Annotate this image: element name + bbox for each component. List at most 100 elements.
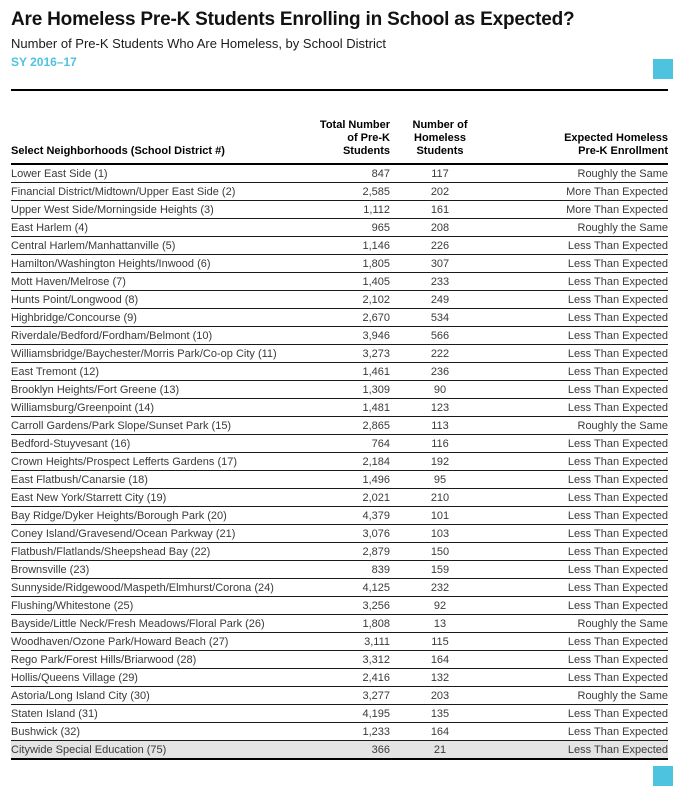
total-students-cell: 1,405 xyxy=(311,272,390,291)
table-row: Bayside/Little Neck/Fresh Meadows/Floral… xyxy=(11,614,668,633)
expected-enrollment-cell: Less Than Expected xyxy=(490,542,668,561)
homeless-students-cell: 566 xyxy=(390,326,490,345)
total-students-cell: 1,112 xyxy=(311,200,390,219)
total-students-cell: 1,808 xyxy=(311,614,390,633)
table-row: Mott Haven/Melrose (7) 1,405 233 Less Th… xyxy=(11,272,668,291)
table-row: Citywide Special Education (75) 366 21 L… xyxy=(11,740,668,760)
table-row: Coney Island/Gravesend/Ocean Parkway (21… xyxy=(11,524,668,543)
neighborhood-cell: Coney Island/Gravesend/Ocean Parkway (21… xyxy=(11,524,311,543)
expected-enrollment-cell: Less Than Expected xyxy=(490,308,668,327)
total-students-cell: 3,277 xyxy=(311,686,390,705)
neighborhood-cell: Hunts Point/Longwood (8) xyxy=(11,290,311,309)
accent-square-top xyxy=(653,59,673,79)
total-students-cell: 2,670 xyxy=(311,308,390,327)
total-students-cell: 2,585 xyxy=(311,182,390,201)
expected-enrollment-cell: Less Than Expected xyxy=(490,506,668,525)
homeless-students-cell: 233 xyxy=(390,272,490,291)
col-header-homeless-students: Number of Homeless Students xyxy=(390,119,490,165)
homeless-students-cell: 101 xyxy=(390,506,490,525)
total-students-cell: 3,076 xyxy=(311,524,390,543)
homeless-students-cell: 92 xyxy=(390,596,490,615)
table-row: Woodhaven/Ozone Park/Howard Beach (27) 3… xyxy=(11,632,668,651)
homeless-students-cell: 164 xyxy=(390,650,490,669)
expected-enrollment-cell: Roughly the Same xyxy=(490,218,668,237)
expected-enrollment-cell: Less Than Expected xyxy=(490,722,668,741)
expected-enrollment-cell: Less Than Expected xyxy=(490,254,668,273)
neighborhood-cell: Williamsbridge/Baychester/Morris Park/Co… xyxy=(11,344,311,363)
expected-enrollment-cell: Less Than Expected xyxy=(490,650,668,669)
homeless-students-cell: 103 xyxy=(390,524,490,543)
total-students-cell: 1,233 xyxy=(311,722,390,741)
table-row: Hunts Point/Longwood (8) 2,102 249 Less … xyxy=(11,290,668,309)
expected-enrollment-cell: Less Than Expected xyxy=(490,524,668,543)
col-header-neighborhoods: Select Neighborhoods (School District #) xyxy=(11,119,311,165)
homeless-students-cell: 236 xyxy=(390,362,490,381)
expected-enrollment-cell: Roughly the Same xyxy=(490,686,668,705)
expected-enrollment-cell: Roughly the Same xyxy=(490,164,668,183)
homeless-students-cell: 232 xyxy=(390,578,490,597)
table-row: East Harlem (4) 965 208 Roughly the Same xyxy=(11,218,668,237)
homeless-students-cell: 202 xyxy=(390,182,490,201)
page-subtitle: Number of Pre-K Students Who Are Homeles… xyxy=(11,36,386,51)
homeless-students-cell: 95 xyxy=(390,470,490,489)
table-row: Sunnyside/Ridgewood/Maspeth/Elmhurst/Cor… xyxy=(11,578,668,597)
total-students-cell: 2,416 xyxy=(311,668,390,687)
neighborhood-cell: Flushing/Whitestone (25) xyxy=(11,596,311,615)
neighborhood-cell: Staten Island (31) xyxy=(11,704,311,723)
homeless-students-cell: 135 xyxy=(390,704,490,723)
table-header: Select Neighborhoods (School District #)… xyxy=(11,119,668,165)
neighborhood-cell: Bushwick (32) xyxy=(11,722,311,741)
accent-square-bottom xyxy=(653,766,673,786)
total-students-cell: 2,865 xyxy=(311,416,390,435)
content-area: Are Homeless Pre-K Students Enrolling in… xyxy=(11,9,668,760)
table-row: Bedford-Stuyvesant (16) 764 116 Less Tha… xyxy=(11,434,668,453)
page-title: Are Homeless Pre-K Students Enrolling in… xyxy=(11,9,575,30)
total-students-cell: 1,146 xyxy=(311,236,390,255)
table-row: Astoria/Long Island City (30) 3,277 203 … xyxy=(11,686,668,705)
neighborhood-cell: Hollis/Queens Village (29) xyxy=(11,668,311,687)
total-students-cell: 847 xyxy=(311,164,390,183)
homeless-students-cell: 307 xyxy=(390,254,490,273)
total-students-cell: 1,481 xyxy=(311,398,390,417)
homeless-students-cell: 132 xyxy=(390,668,490,687)
neighborhood-cell: Flatbush/Flatlands/Sheepshead Bay (22) xyxy=(11,542,311,561)
homeless-students-cell: 192 xyxy=(390,452,490,471)
neighborhood-cell: Bay Ridge/Dyker Heights/Borough Park (20… xyxy=(11,506,311,525)
table-body: Lower East Side (1) 847 117 Roughly the … xyxy=(11,164,668,760)
neighborhood-cell: Riverdale/Bedford/Fordham/Belmont (10) xyxy=(11,326,311,345)
neighborhood-cell: Carroll Gardens/Park Slope/Sunset Park (… xyxy=(11,416,311,435)
table-row: Flatbush/Flatlands/Sheepshead Bay (22) 2… xyxy=(11,542,668,561)
neighborhood-cell: Brooklyn Heights/Fort Greene (13) xyxy=(11,380,311,399)
neighborhood-cell: Bayside/Little Neck/Fresh Meadows/Floral… xyxy=(11,614,311,633)
homeless-students-cell: 150 xyxy=(390,542,490,561)
homeless-students-cell: 226 xyxy=(390,236,490,255)
homeless-students-cell: 249 xyxy=(390,290,490,309)
table-row: East Tremont (12) 1,461 236 Less Than Ex… xyxy=(11,362,668,381)
expected-enrollment-cell: Less Than Expected xyxy=(490,632,668,651)
table-row: Hamilton/Washington Heights/Inwood (6) 1… xyxy=(11,254,668,273)
expected-enrollment-cell: Less Than Expected xyxy=(490,740,668,760)
total-students-cell: 3,256 xyxy=(311,596,390,615)
table-row: Highbridge/Concourse (9) 2,670 534 Less … xyxy=(11,308,668,327)
expected-enrollment-cell: Less Than Expected xyxy=(490,326,668,345)
expected-enrollment-cell: Less Than Expected xyxy=(490,452,668,471)
homeless-students-cell: 21 xyxy=(390,740,490,760)
expected-enrollment-cell: Less Than Expected xyxy=(490,434,668,453)
neighborhood-cell: Hamilton/Washington Heights/Inwood (6) xyxy=(11,254,311,273)
total-students-cell: 3,312 xyxy=(311,650,390,669)
table-row: Staten Island (31) 4,195 135 Less Than E… xyxy=(11,704,668,723)
expected-enrollment-cell: More Than Expected xyxy=(490,200,668,219)
expected-enrollment-cell: Less Than Expected xyxy=(490,668,668,687)
neighborhood-cell: Central Harlem/Manhattanville (5) xyxy=(11,236,311,255)
total-students-cell: 4,379 xyxy=(311,506,390,525)
neighborhood-cell: Highbridge/Concourse (9) xyxy=(11,308,311,327)
homeless-students-cell: 161 xyxy=(390,200,490,219)
table-row: Upper West Side/Morningside Heights (3) … xyxy=(11,200,668,219)
neighborhood-cell: East Tremont (12) xyxy=(11,362,311,381)
total-students-cell: 3,273 xyxy=(311,344,390,363)
neighborhood-cell: East Flatbush/Canarsie (18) xyxy=(11,470,311,489)
table-row: Flushing/Whitestone (25) 3,256 92 Less T… xyxy=(11,596,668,615)
total-students-cell: 3,111 xyxy=(311,632,390,651)
total-students-cell: 1,461 xyxy=(311,362,390,381)
